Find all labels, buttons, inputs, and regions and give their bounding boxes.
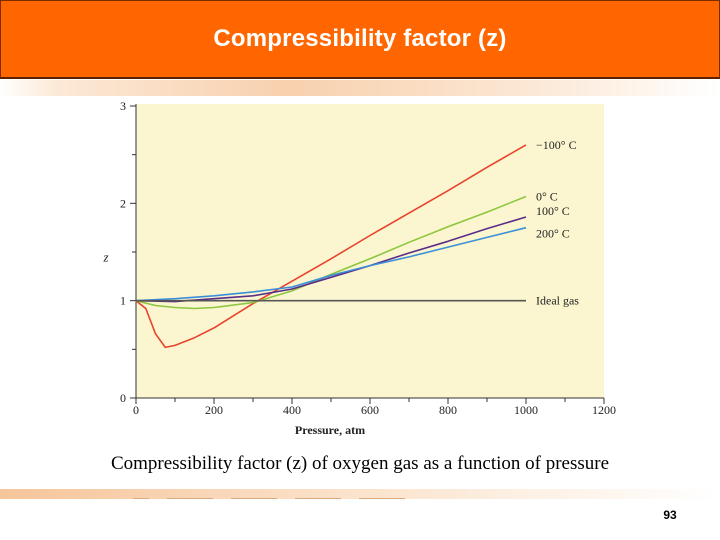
series-label: 100° C <box>536 204 570 218</box>
decorative-line <box>167 498 213 499</box>
x-tick-label: 1200 <box>592 403 616 417</box>
page-number: 93 <box>663 508 677 522</box>
decorative-line <box>295 498 341 499</box>
y-tick-label: 0 <box>120 391 126 405</box>
y-axis-label: z <box>102 250 108 265</box>
x-tick-label: 400 <box>283 403 301 417</box>
decorative-line <box>359 498 405 499</box>
series-line <box>135 195 527 310</box>
x-tick-label: 200 <box>205 403 223 417</box>
x-tick-label: 600 <box>361 403 379 417</box>
series-line <box>135 216 527 303</box>
series-label: Ideal gas <box>536 294 579 308</box>
series-label: 0° C <box>536 190 558 204</box>
slide-title: Compressibility factor (z) <box>213 25 507 52</box>
y-tick-label: 1 <box>120 294 126 308</box>
figure-caption: Compressibility factor (z) of oxygen gas… <box>110 453 610 474</box>
y-tick-label: 2 <box>120 196 126 210</box>
y-tick-label: 3 <box>120 99 126 113</box>
series-line <box>135 144 527 349</box>
compressibility-chart: 0 1 2 3 0 200 400 600 800 1000 1200 Pressure, atm z −… <box>102 99 616 437</box>
title-bar: Compressibility factor (z) <box>0 0 720 79</box>
decorative-line <box>231 498 277 499</box>
x-axis-label: Pressure, atm <box>295 423 365 437</box>
x-tick-label: 800 <box>439 403 457 417</box>
series-label: −100° C <box>536 138 577 152</box>
plot-background <box>136 104 604 398</box>
series-label: 200° C <box>536 227 570 241</box>
decorative-line <box>133 498 149 499</box>
series-line <box>135 226 527 302</box>
x-tick-label: 0 <box>133 403 139 417</box>
decorative-band-top <box>0 80 720 96</box>
x-tick-label: 1000 <box>514 403 538 417</box>
decorative-band-bottom <box>0 489 720 499</box>
